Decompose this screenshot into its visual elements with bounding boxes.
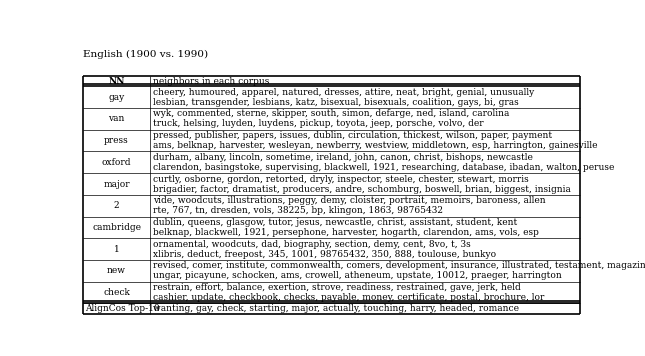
Text: belknap, blackwell, 1921, persephone, harvester, hogarth, clarendon, ams, vols, : belknap, blackwell, 1921, persephone, ha… <box>153 228 539 237</box>
Text: revised, comer, institute, commonwealth, comers, development, insurance, illustr: revised, comer, institute, commonwealth,… <box>153 261 645 270</box>
Text: vide, woodcuts, illustrations, peggy, demy, cloister, portrait, memoirs, barones: vide, woodcuts, illustrations, peggy, de… <box>153 196 546 205</box>
Text: cambridge: cambridge <box>92 223 141 232</box>
Text: cheery, humoured, apparel, natured, dresses, attire, neat, bright, genial, unusu: cheery, humoured, apparel, natured, dres… <box>153 88 535 97</box>
Text: 2: 2 <box>114 201 119 210</box>
Text: durham, albany, lincoln, sometime, ireland, john, canon, christ, bishops, newcas: durham, albany, lincoln, sometime, irela… <box>153 153 533 162</box>
Text: press: press <box>104 136 129 145</box>
Text: dublin, queens, glasgow, tutor, jesus, newcastle, christ, assistant, student, ke: dublin, queens, glasgow, tutor, jesus, n… <box>153 218 517 227</box>
Text: gay: gay <box>108 93 124 102</box>
Text: ornamental, woodcuts, dad, biography, section, demy, cent, 8vo, t, 3s: ornamental, woodcuts, dad, biography, se… <box>153 240 471 248</box>
Text: AlignCos Top-10: AlignCos Top-10 <box>84 304 159 313</box>
Text: ams, belknap, harvester, wesleyan, newberry, westview, middletown, esp, harringt: ams, belknap, harvester, wesleyan, newbe… <box>153 141 598 150</box>
Text: English (1900 vs. 1990): English (1900 vs. 1990) <box>83 49 208 59</box>
Text: wyk, commented, sterne, skipper, south, simon, defarge, ned, island, carolina: wyk, commented, sterne, skipper, south, … <box>153 110 510 119</box>
Text: cashier, update, checkbook, checks, payable, money, certificate, postal, brochur: cashier, update, checkbook, checks, paya… <box>153 293 544 302</box>
Text: van: van <box>108 115 125 124</box>
Text: xlibris, deduct, freepost, 345, 1001, 98765432, 350, 888, toulouse, bunkyo: xlibris, deduct, freepost, 345, 1001, 98… <box>153 250 496 258</box>
Text: pressed, publisher, papers, issues, dublin, circulation, thickest, wilson, paper: pressed, publisher, papers, issues, dubl… <box>153 131 552 140</box>
Text: check: check <box>103 288 130 297</box>
Text: brigadier, factor, dramatist, producers, andre, schomburg, boswell, brian, bigge: brigadier, factor, dramatist, producers,… <box>153 184 571 194</box>
Text: 1: 1 <box>114 245 119 253</box>
Text: truck, helsing, luyden, luydens, pickup, toyota, jeep, porsche, volvo, der: truck, helsing, luyden, luydens, pickup,… <box>153 120 484 129</box>
Text: clarendon, basingstoke, supervising, blackwell, 1921, researching, database, iba: clarendon, basingstoke, supervising, bla… <box>153 163 615 172</box>
Text: oxford: oxford <box>102 158 132 167</box>
Text: wanting, gay, check, starting, major, actually, touching, harry, headed, romance: wanting, gay, check, starting, major, ac… <box>153 304 519 313</box>
Text: rte, 767, tn, dresden, vols, 38225, bp, klingon, 1863, 98765432: rte, 767, tn, dresden, vols, 38225, bp, … <box>153 206 443 215</box>
Text: ungar, picayune, schocken, ams, crowell, atheneum, upstate, 10012, praeger, harr: ungar, picayune, schocken, ams, crowell,… <box>153 271 562 280</box>
Text: lesbian, transgender, lesbians, katz, bisexual, bisexuals, coalition, gays, bi, : lesbian, transgender, lesbians, katz, bi… <box>153 98 519 107</box>
Text: restrain, effort, balance, exertion, strove, readiness, restrained, gave, jerk, : restrain, effort, balance, exertion, str… <box>153 283 521 292</box>
Text: neighbors in each corpus: neighbors in each corpus <box>153 77 270 85</box>
Text: curtly, osborne, gordon, retorted, dryly, inspector, steele, chester, stewart, m: curtly, osborne, gordon, retorted, dryly… <box>153 174 529 184</box>
Text: NN: NN <box>108 77 125 85</box>
Text: new: new <box>107 266 126 275</box>
Text: major: major <box>103 179 130 189</box>
